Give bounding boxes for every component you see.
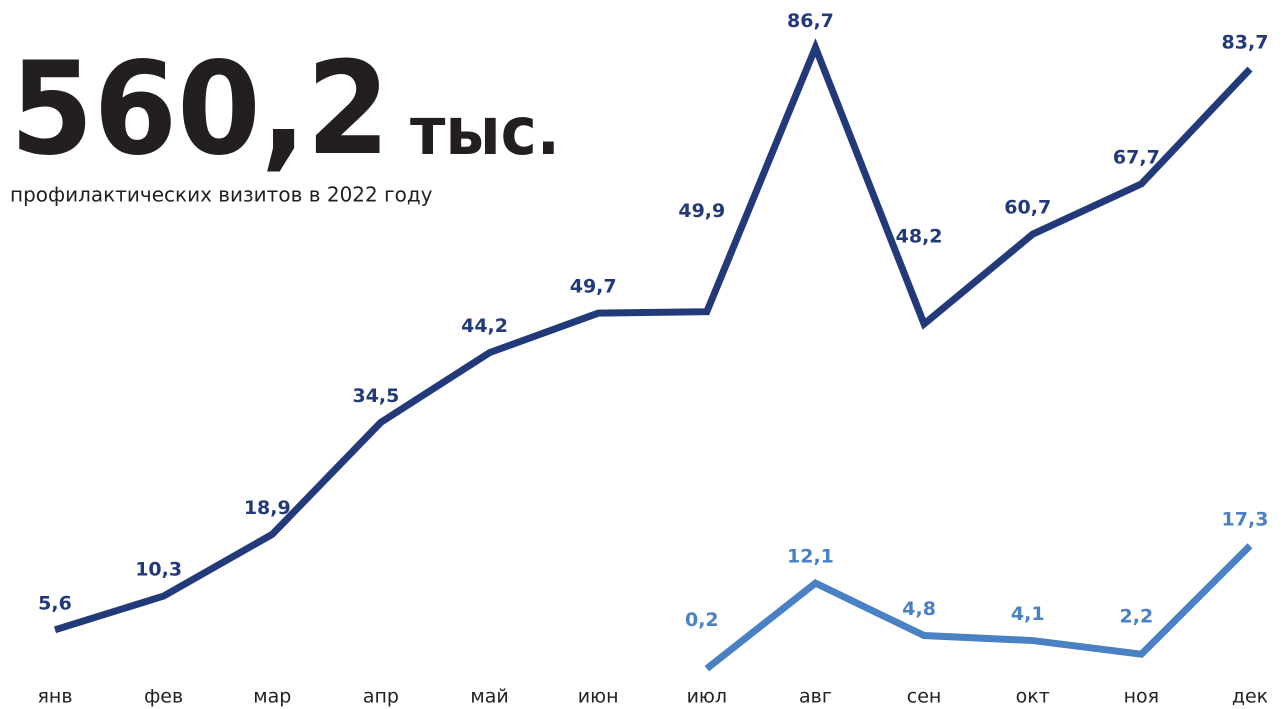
x-tick-label: дек xyxy=(1232,686,1268,708)
data-label: 60,7 xyxy=(1004,197,1051,219)
data-label: 5,6 xyxy=(38,592,72,614)
x-tick-label: май xyxy=(470,686,508,708)
x-tick-label: ноя xyxy=(1124,686,1159,708)
data-label: 48,2 xyxy=(896,225,943,247)
data-label: 83,7 xyxy=(1222,32,1269,54)
data-label: 10,3 xyxy=(135,559,182,581)
data-label: 67,7 xyxy=(1113,146,1160,168)
data-label: 17,3 xyxy=(1222,508,1269,530)
data-label: 49,7 xyxy=(570,276,617,298)
data-label: 86,7 xyxy=(787,10,834,32)
x-tick-label: окт xyxy=(1016,686,1050,708)
series-line xyxy=(704,543,1253,672)
series-line xyxy=(53,38,1253,634)
x-tick-label: июн xyxy=(578,686,619,708)
data-label: 49,9 xyxy=(678,200,725,222)
x-tick-label: фев xyxy=(144,686,183,708)
data-label: 2,2 xyxy=(1120,606,1154,628)
data-label: 0,2 xyxy=(685,609,719,631)
x-tick-label: мар xyxy=(253,686,291,708)
x-tick-label: авг xyxy=(799,686,832,708)
x-tick-label: апр xyxy=(363,686,399,708)
data-label: 18,9 xyxy=(244,497,291,519)
data-label: 4,8 xyxy=(902,598,936,620)
data-label: 4,1 xyxy=(1011,603,1045,625)
x-tick-label: янв xyxy=(37,686,72,708)
data-label: 44,2 xyxy=(461,315,508,337)
x-tick-label: сен xyxy=(907,686,942,708)
subtitle: профилактических визитов в 2022 году xyxy=(10,183,433,207)
headline-unit: тыс. xyxy=(410,93,560,170)
headline-number: 560,2 xyxy=(10,35,390,184)
data-label: 12,1 xyxy=(787,546,834,568)
data-label: 34,5 xyxy=(352,385,399,407)
x-tick-label: июл xyxy=(687,686,728,708)
